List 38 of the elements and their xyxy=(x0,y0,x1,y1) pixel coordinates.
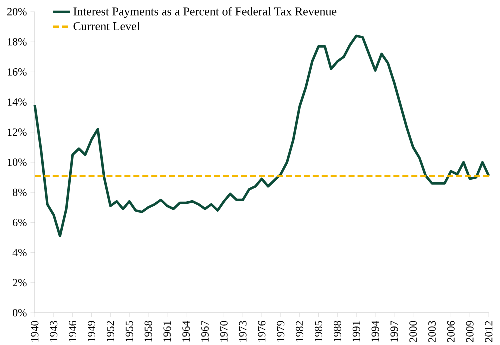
x-tick-label: 1961 xyxy=(164,321,172,342)
x-tick-label: 1997 xyxy=(390,321,398,342)
y-tick-label: 4% xyxy=(12,249,27,257)
x-tick-label: 1940 xyxy=(31,321,39,342)
y-tick-label: 2% xyxy=(13,279,27,287)
x-tick-label: 1955 xyxy=(126,321,134,342)
x-tick-label: 1991 xyxy=(352,321,360,342)
y-tick-label: 8% xyxy=(12,188,27,196)
x-tick-label: 1976 xyxy=(258,321,266,342)
x-tick-label: 1988 xyxy=(334,321,342,342)
x-tick-label: 1943 xyxy=(50,321,58,342)
y-tick-label: 16% xyxy=(8,68,27,76)
y-tick-label: 6% xyxy=(13,218,27,226)
x-tick-label: 1949 xyxy=(88,321,96,342)
x-tick-label: 2003 xyxy=(428,321,436,342)
y-tick-label: 12% xyxy=(8,128,27,136)
y-tick-label: 10% xyxy=(8,158,27,166)
x-tick-label: 1970 xyxy=(220,321,228,342)
x-tick-label: 1982 xyxy=(296,321,304,342)
x-tick-label: 1958 xyxy=(144,321,152,342)
y-tick-label: 14% xyxy=(8,98,27,106)
x-tick-label: 1985 xyxy=(315,321,322,342)
x-tick-label: 1967 xyxy=(202,321,209,342)
x-tick-label: 2006 xyxy=(447,321,455,342)
x-tick-label: 1952 xyxy=(106,321,114,342)
x-tick-label: 1973 xyxy=(239,321,247,342)
x-tick-label: 2009 xyxy=(466,321,474,342)
x-tick-label: 1994 xyxy=(372,320,380,342)
x-tick-label: 2012 xyxy=(485,321,493,342)
x-tick-label: 2000 xyxy=(410,321,418,342)
x-tick-label: 1979 xyxy=(277,321,285,342)
y-tick-label: 20% xyxy=(8,8,27,16)
legend-label: Interest Payments as a Percent of Federal Tax Revenue xyxy=(74,7,337,18)
legend-label: Current Level xyxy=(74,22,140,31)
y-tick-label: 0% xyxy=(12,309,27,317)
y-tick-label: 18% xyxy=(8,38,27,46)
x-tick-label: 1964 xyxy=(182,320,190,342)
x-tick-label: 1946 xyxy=(69,321,77,342)
